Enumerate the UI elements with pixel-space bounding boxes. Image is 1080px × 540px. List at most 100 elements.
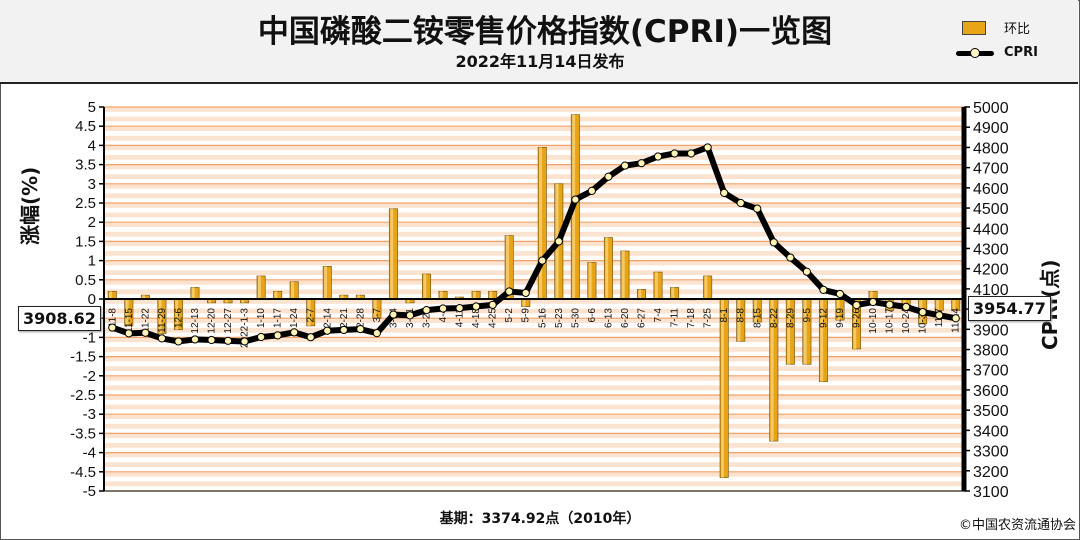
x-tick-label: 9-5 <box>802 308 813 323</box>
y-tick-label-right: 3700 <box>973 363 1009 380</box>
grid-band <box>104 116 964 122</box>
bar-highlight <box>754 299 758 323</box>
grid-band <box>104 433 964 439</box>
grid-band <box>104 251 964 256</box>
grid-band <box>104 462 964 467</box>
grid-band <box>104 241 964 247</box>
x-tick-label: 11-15 <box>124 308 135 333</box>
legend-line-marker <box>970 48 980 58</box>
cpri-marker <box>620 161 630 170</box>
x-tick-label: 5-9 <box>521 308 532 323</box>
bar-highlight <box>737 299 741 342</box>
legend-line-label: CPRI <box>1004 45 1038 60</box>
cpri-marker <box>438 304 448 313</box>
start-value-badge: 3908.62 <box>18 306 101 331</box>
cpri-marker <box>306 333 315 342</box>
grid-band <box>104 395 964 400</box>
x-tick-label: 11-29 <box>157 308 168 333</box>
y-tick-label-right: 4500 <box>973 201 1009 218</box>
x-tick-label: 10-10 <box>868 308 879 334</box>
bar-highlight <box>952 299 956 311</box>
y-tick-label-left: 3 <box>88 176 96 193</box>
cpri-marker <box>786 253 795 262</box>
bar-highlight <box>257 275 261 299</box>
cpri-marker <box>273 331 282 340</box>
bar-highlight <box>224 299 228 303</box>
cpri-marker <box>521 288 530 298</box>
grid-band <box>104 375 964 381</box>
x-tick-label: 5-23 <box>554 308 565 328</box>
grid-band <box>104 423 964 429</box>
x-tick-label: 2-14 <box>322 308 333 328</box>
header-band <box>0 0 1078 84</box>
bar-highlight <box>208 299 212 303</box>
x-tick-label: 4-4 <box>438 308 449 323</box>
bar-highlight <box>489 291 493 299</box>
bar-highlight <box>175 299 179 330</box>
y-tick-label-right: 4200 <box>973 262 1009 279</box>
x-tick-label: 7-18 <box>686 308 697 328</box>
cpri-marker <box>902 302 911 311</box>
grid-band <box>104 107 964 112</box>
cpri-marker <box>505 287 514 296</box>
grid-band <box>104 260 964 266</box>
cpri-marker <box>720 188 729 197</box>
bar-highlight <box>820 299 824 382</box>
y-tick-label-left: 2 <box>88 214 96 231</box>
bar-highlight <box>390 208 394 299</box>
x-tick-label: 6-20 <box>620 308 631 328</box>
cpri-marker <box>174 337 183 346</box>
cpri-marker <box>356 325 365 334</box>
x-tick-label: 7-25 <box>703 308 714 328</box>
x-tick-label: 11-22 <box>140 308 151 333</box>
cpri-marker <box>918 308 927 317</box>
x-tick-label: 4-25 <box>488 308 499 328</box>
end-value-badge: 3954.77 <box>968 296 1051 321</box>
bar-highlight <box>704 275 708 299</box>
grid-band <box>104 481 964 487</box>
bar-highlight <box>539 147 543 299</box>
y-tick-label-right: 4100 <box>973 282 1009 299</box>
grid-band <box>104 366 964 371</box>
y-tick-label-left: -1 <box>83 329 96 346</box>
y-tick-label-left: -4.5 <box>70 464 96 481</box>
x-tick-label: 5-16 <box>537 308 548 328</box>
bar-highlight <box>109 291 113 299</box>
grid-band <box>104 337 964 343</box>
legend-bar-swatch <box>962 21 986 35</box>
x-tick-label: 5-30 <box>570 308 581 328</box>
bar-highlight <box>406 299 410 303</box>
x-tick-label: 10-24 <box>901 308 912 334</box>
cpri-marker <box>703 143 712 152</box>
cpri-marker <box>124 329 133 338</box>
x-tick-label: 9-26 <box>852 308 863 328</box>
y-tick-label-right: 3300 <box>973 444 1009 461</box>
grid-band <box>104 452 964 458</box>
bar-highlight <box>125 299 129 326</box>
bar-highlight <box>803 299 807 365</box>
bar-highlight <box>423 274 427 299</box>
x-tick-label: 2022-1-3 <box>240 308 251 348</box>
cpri-marker <box>604 172 613 181</box>
x-tick-label: 8-22 <box>769 308 780 328</box>
cpri-marker <box>207 335 216 345</box>
cpri-marker <box>455 303 464 313</box>
cpri-marker <box>653 152 663 161</box>
cpri-marker <box>852 300 861 310</box>
grid-band <box>104 443 964 448</box>
y-tick-label-left: -2 <box>83 368 96 385</box>
x-tick-label: 8-1 <box>719 308 730 323</box>
grid-band <box>104 308 964 314</box>
y-tick-label-left: -1.5 <box>70 349 96 366</box>
bar-highlight <box>869 291 873 299</box>
bar-highlight <box>671 287 675 299</box>
cpri-marker <box>868 297 878 307</box>
cpri-marker <box>835 289 845 299</box>
legend-bar-label: 环比 <box>1004 22 1031 37</box>
bar-highlight <box>241 299 245 303</box>
bar-highlight <box>588 262 592 299</box>
bar-highlight <box>373 299 377 319</box>
cpri-marker <box>372 329 381 338</box>
